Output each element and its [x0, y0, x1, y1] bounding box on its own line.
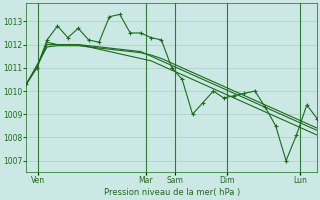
X-axis label: Pression niveau de la mer( hPa ): Pression niveau de la mer( hPa ): [104, 188, 240, 197]
